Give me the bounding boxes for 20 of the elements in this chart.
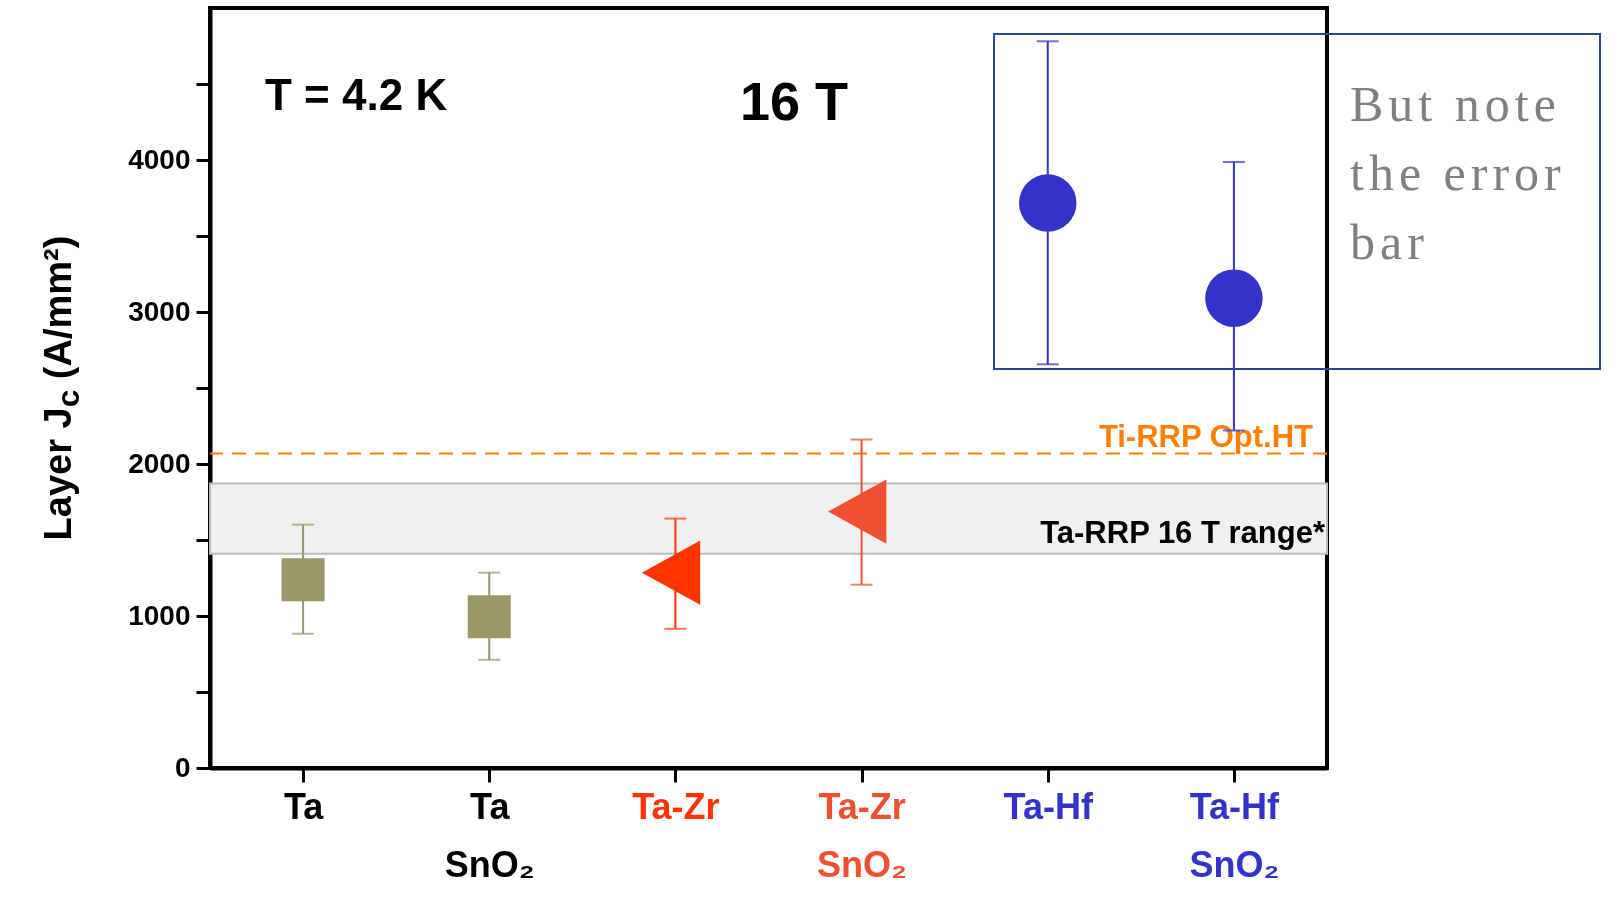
- x-tick-label: Ta-Hf SnO₂: [1189, 785, 1281, 885]
- text: But note the error bar: [1350, 75, 1567, 272]
- band-label: Ta-RRP 16 T range*: [1040, 514, 1326, 550]
- x-tick-label: Ta: [283, 785, 325, 827]
- point: [1019, 174, 1077, 232]
- point: [467, 595, 511, 639]
- x-tick-label: Ta-Zr: [632, 785, 720, 827]
- x-tick-label: Ta SnO₂: [444, 785, 535, 885]
- y-tick-label: 2000: [128, 447, 191, 479]
- annotation: 16 T: [740, 70, 849, 132]
- y-tick-label: 1000: [128, 599, 191, 631]
- point: [1205, 269, 1263, 327]
- x-tick-label: Ta-Hf: [1003, 785, 1094, 827]
- annotation: T = 4.2 K: [265, 70, 448, 120]
- x-tick-label: Ta-Zr SnO₂: [817, 785, 908, 885]
- y-tick-label: 3000: [128, 295, 191, 327]
- point: [281, 558, 325, 602]
- y-tick-label: 0: [174, 751, 191, 783]
- ref-line-label: Ti-RRP Opt.HT: [1098, 418, 1314, 454]
- y-tick-label: 4000: [128, 143, 191, 175]
